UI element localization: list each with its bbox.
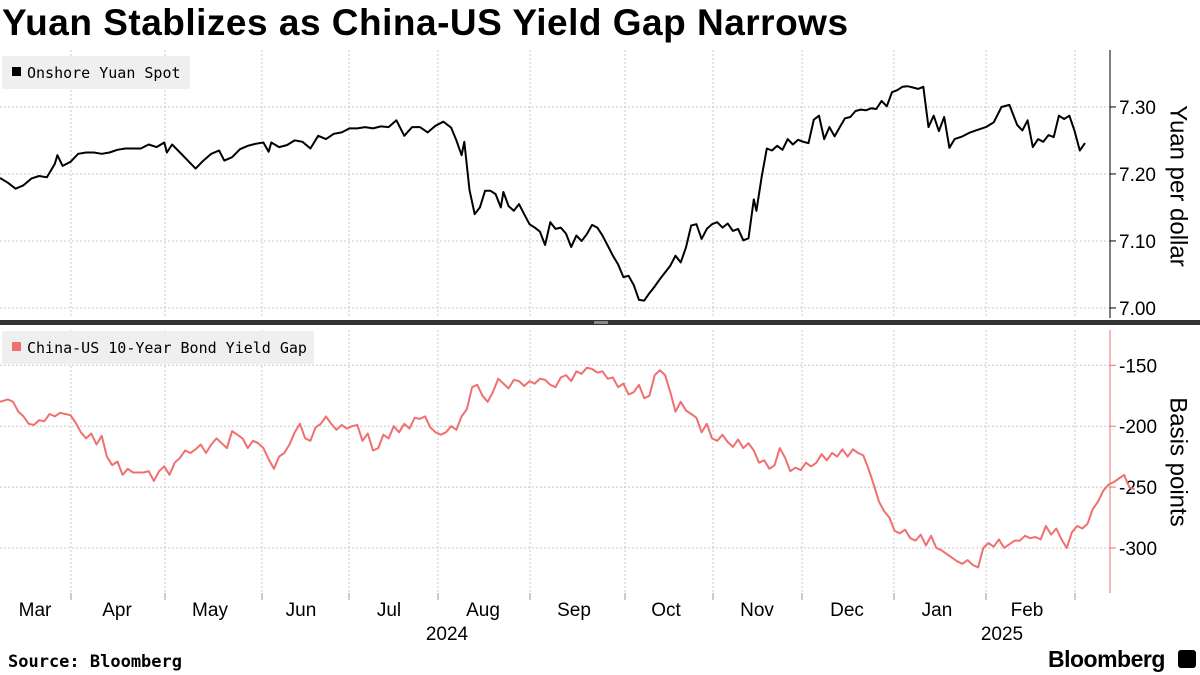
x-year-label: 2025: [981, 624, 1023, 645]
top-y-ticks: 7.00 7.10 7.20 7.30: [1110, 98, 1156, 320]
top-series-group: [0, 85, 1086, 302]
bottom-legend: China-US 10-Year Bond Yield Gap: [2, 331, 314, 364]
x-axis-labels: Mar Apr May Jun Jul Aug Sep Oct Nov Dec Jan Feb 2024…: [19, 600, 1044, 645]
source-note: Source: Bloomberg: [8, 652, 182, 672]
gap-series-line: [0, 366, 1136, 569]
x-tick-label: Nov: [740, 600, 774, 621]
bottom-legend-swatch: [12, 342, 21, 351]
bloomberg-logo: Bloomberg: [1048, 646, 1165, 672]
yuan-series-line: [0, 85, 1086, 302]
x-tick-label: Sep: [557, 600, 591, 621]
x-tick-label: May: [192, 600, 228, 621]
top-y-axis-title: Yuan per dollar: [1165, 105, 1192, 266]
x-tick-label: Apr: [102, 600, 132, 621]
top-panel-grid: [0, 50, 1110, 318]
y-tick-label: 7.10: [1119, 232, 1156, 253]
y-tick-label: -300: [1119, 539, 1157, 560]
bottom-series-group: [0, 366, 1136, 569]
panel-divider-grip[interactable]: [594, 321, 608, 324]
x-tick-label: Dec: [830, 600, 864, 621]
x-tick-label: Feb: [1011, 600, 1044, 621]
x-year-label: 2024: [426, 624, 469, 645]
y-tick-label: 7.00: [1119, 299, 1156, 320]
top-legend-swatch: [12, 67, 21, 76]
y-tick-label: 7.30: [1119, 98, 1156, 119]
y-tick-label: -250: [1119, 478, 1157, 499]
x-tick-label: Mar: [19, 600, 52, 621]
x-axis-month-ticks: [70, 593, 1076, 600]
bottom-y-ticks: -150 -200 -250 -300: [1110, 356, 1157, 560]
top-legend-label: Onshore Yuan Spot: [27, 64, 181, 82]
top-legend: Onshore Yuan Spot: [2, 56, 190, 89]
chart-title: Yuan Stablizes as China-US Yield Gap Nar…: [2, 2, 849, 43]
bottom-y-axis-title: Basis points: [1165, 397, 1192, 526]
bottom-legend-label: China-US 10-Year Bond Yield Gap: [27, 339, 307, 357]
x-tick-label: Jun: [286, 600, 317, 621]
x-tick-label: Jan: [922, 600, 953, 621]
x-tick-label: Oct: [651, 600, 681, 621]
x-tick-label: Aug: [466, 600, 500, 621]
y-tick-label: -150: [1119, 356, 1157, 377]
y-tick-label: -200: [1119, 417, 1157, 438]
bottom-panel-grid: [0, 330, 1110, 593]
bloomberg-terminal-icon: [1178, 650, 1196, 668]
x-tick-label: Jul: [377, 600, 401, 621]
y-tick-label: 7.20: [1119, 165, 1156, 186]
